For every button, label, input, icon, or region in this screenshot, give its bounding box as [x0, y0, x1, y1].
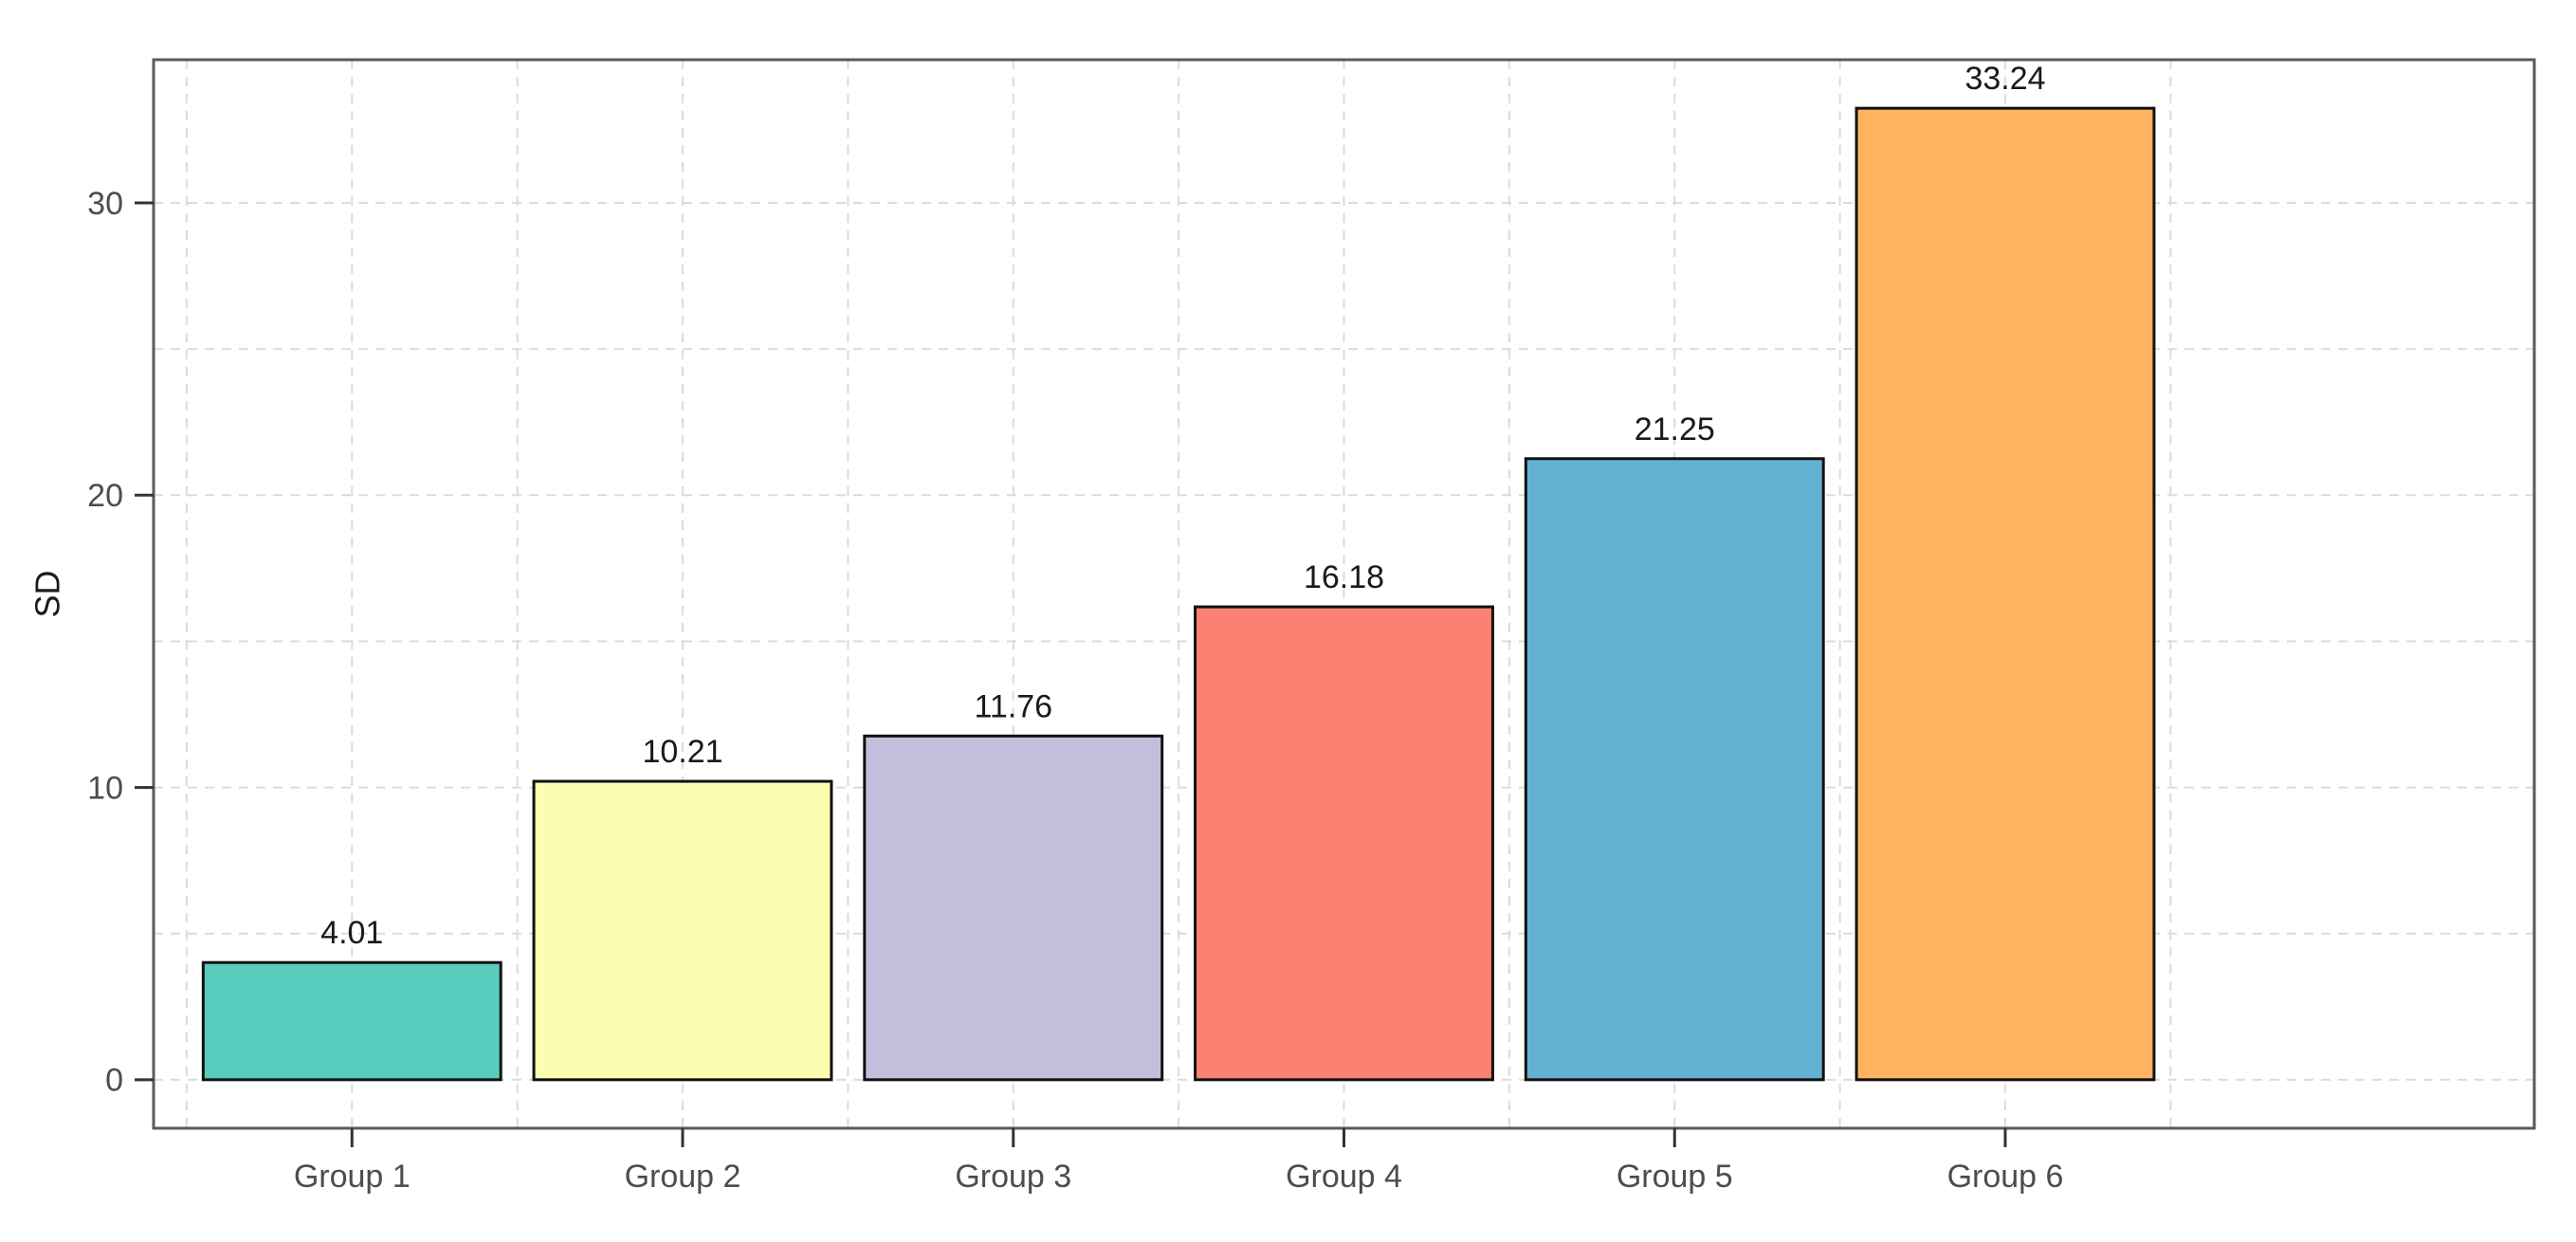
x-tick-label: Group 5: [1617, 1159, 1733, 1195]
x-tick-label: Group 3: [955, 1159, 1071, 1195]
bar-value-label: 10.21: [642, 734, 722, 770]
y-tick-label: 0: [105, 1063, 123, 1099]
bar-3: [863, 734, 1164, 1082]
bar-2: [532, 779, 833, 1082]
bar-value-label: 4.01: [320, 915, 383, 951]
x-tick-label: Group 4: [1286, 1159, 1402, 1195]
bar-value-label: 11.76: [974, 688, 1052, 724]
bar-1: [201, 960, 502, 1082]
bar-value-label: 21.25: [1635, 411, 1715, 447]
bar-6: [1854, 106, 2156, 1082]
bar-value-label: 16.18: [1304, 559, 1384, 595]
y-tick-label: 10: [87, 770, 123, 806]
y-tick-label: 20: [87, 478, 123, 514]
bar-value-label: 33.24: [1964, 61, 2045, 97]
x-tick-label: Group 2: [625, 1159, 741, 1195]
bar-4: [1194, 605, 1494, 1082]
y-tick-label: 30: [87, 186, 123, 222]
x-tick-label: Group 1: [294, 1159, 411, 1195]
x-tick-label: Group 6: [1947, 1159, 2064, 1195]
bar-5: [1524, 457, 1825, 1082]
y-axis-title: SD: [28, 570, 67, 617]
